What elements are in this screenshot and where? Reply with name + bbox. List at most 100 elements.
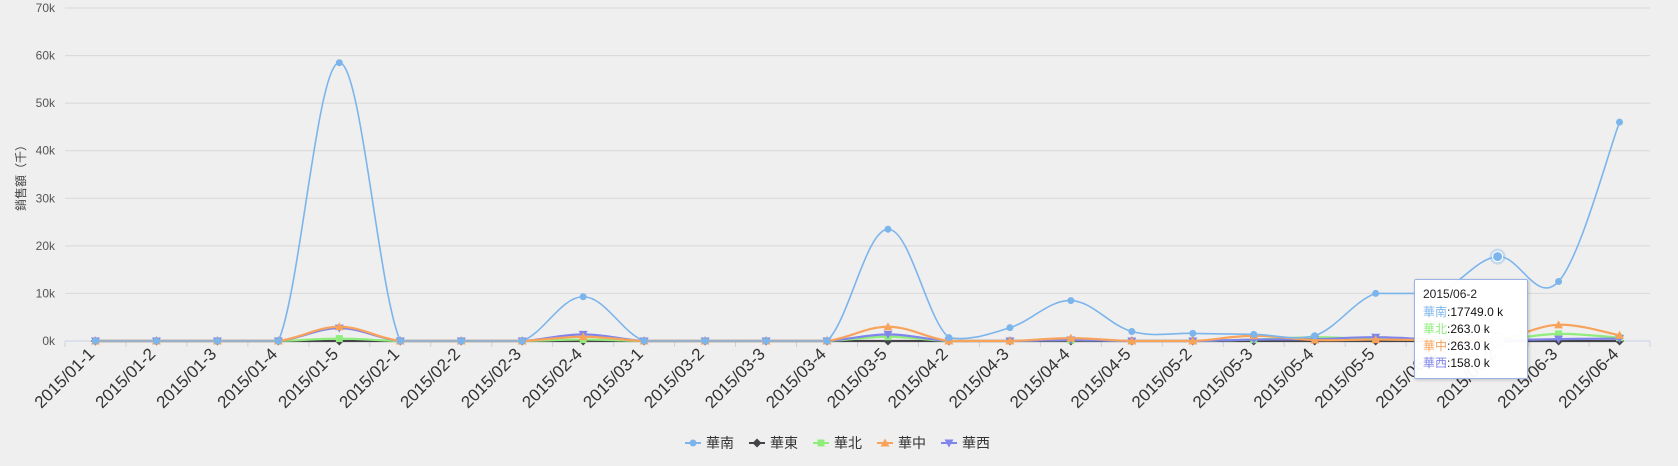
legend-1-point[interactable] [752, 438, 762, 448]
series-0-point[interactable] [335, 59, 343, 67]
hover-point[interactable] [1492, 251, 1504, 263]
series-0-point[interactable] [91, 337, 99, 345]
legend-label: 華北 [834, 435, 862, 451]
series-3-point[interactable] [1615, 330, 1625, 339]
series-0-point[interactable] [823, 337, 831, 345]
series-3-point[interactable] [1371, 335, 1381, 344]
tooltip-value: 263.0 k [1450, 339, 1490, 353]
tooltip-row-huabei: 華北:263.0 k [1423, 322, 1490, 336]
x-tick-label: 2015/06-4 [1555, 344, 1623, 412]
series-0-point[interactable] [1250, 330, 1258, 338]
x-tick-label: 2015/05-3 [1189, 344, 1257, 412]
series-3-point[interactable] [1127, 336, 1137, 345]
series-4-point[interactable] [1554, 335, 1564, 344]
x-tick-label: 2015/02-3 [457, 344, 525, 412]
series-2-point[interactable] [335, 335, 343, 343]
legend-4-point[interactable] [944, 439, 954, 448]
legend-label: 華西 [962, 435, 990, 451]
series-0-point[interactable] [213, 337, 221, 345]
series-0-point[interactable] [640, 337, 648, 345]
series-0-point[interactable] [1616, 118, 1624, 126]
x-tick-label: 2015/01-1 [31, 344, 99, 412]
x-tick-label: 2015/02-4 [518, 344, 586, 412]
x-tick-label: 2015/03-1 [579, 344, 647, 412]
series-3-line [95, 323, 1620, 343]
tooltip-series-name: 華西 [1423, 356, 1448, 370]
x-tick-label: 2015/01-2 [92, 344, 160, 412]
x-tick-label: 2015/04-5 [1067, 344, 1135, 412]
tooltip-value: 17749.0 k [1450, 305, 1504, 319]
x-tick-label: 2015/05-2 [1128, 344, 1196, 412]
series-0-point[interactable] [579, 293, 587, 301]
tooltip-row-huanan: 華南:17749.0 k [1423, 305, 1504, 319]
tooltip-value: 158.0 k [1450, 356, 1490, 370]
x-tick-label: 2015/04-4 [1006, 344, 1074, 412]
series-0-point[interactable] [152, 337, 160, 345]
series-3-point[interactable] [1005, 336, 1015, 345]
legend-item-3[interactable]: 華中 [877, 435, 926, 451]
legend-label: 華中 [898, 435, 926, 451]
series-0-point[interactable] [1555, 278, 1563, 286]
series-0-point[interactable] [518, 337, 526, 345]
series-0-point[interactable] [1311, 332, 1319, 340]
series-0-point[interactable] [762, 337, 770, 345]
series-0-point[interactable] [945, 334, 953, 342]
legend-item-1[interactable]: 華東 [749, 435, 798, 451]
legend-3-point[interactable] [880, 438, 890, 447]
series-0-point[interactable] [274, 337, 282, 345]
legend-item-4[interactable]: 華西 [941, 435, 990, 451]
legend-item-0[interactable]: 華南 [685, 435, 734, 451]
series-0-point[interactable] [1128, 327, 1136, 335]
y-tick-label: 50k [36, 96, 56, 110]
series-4-point[interactable] [883, 330, 893, 339]
series-0-point[interactable] [884, 225, 892, 233]
x-tick-label: 2015/01-4 [214, 344, 282, 412]
series-0-point[interactable] [1067, 297, 1075, 305]
y-tick-label: 20k [36, 239, 56, 253]
series-0-point[interactable] [457, 337, 465, 345]
x-tick-label: 2015/02-2 [396, 344, 464, 412]
series-0-point[interactable] [1006, 324, 1014, 332]
series-2-point[interactable] [1555, 330, 1563, 338]
y-tick-label: 40k [36, 144, 56, 158]
series-3-point[interactable] [334, 322, 344, 331]
grid-lines [65, 7, 1650, 342]
series-3-point[interactable] [1310, 335, 1320, 344]
x-axis: 2015/01-12015/01-22015/01-32015/01-42015… [31, 341, 1651, 412]
y-tick-label: 60k [36, 49, 56, 63]
series-3-point[interactable] [1066, 333, 1076, 342]
series-3-point[interactable] [883, 322, 893, 331]
tooltip-row-huaxi: 華西:158.0 k [1423, 356, 1490, 370]
x-tick-label: 2015/03-5 [823, 344, 891, 412]
y-tick-label: 30k [36, 191, 56, 205]
y-tick-label: 10k [36, 286, 56, 300]
x-tick-label: 2015/01-5 [275, 344, 343, 412]
legend-label: 華南 [706, 435, 734, 451]
series-0-point[interactable] [1189, 329, 1197, 337]
series-0-point[interactable] [1372, 289, 1380, 297]
legend-label: 華東 [770, 435, 798, 451]
series-3-point[interactable] [1554, 320, 1564, 329]
series-3-point[interactable] [1188, 336, 1198, 345]
legend-item-2[interactable]: 華北 [813, 435, 862, 451]
y-axis: 0k 10k 20k 30k 40k 50k 60k 70k [36, 1, 56, 348]
legend[interactable]: 華南 華東 華北 華中 華西 [685, 435, 990, 451]
tooltip-value: 263.0 k [1450, 322, 1490, 336]
series-0-group [91, 59, 1624, 345]
tooltip-series-name: 華北 [1423, 322, 1448, 336]
legend-0-point[interactable] [689, 439, 697, 447]
y-tick-label: 0k [42, 334, 56, 348]
x-tick-label: 2015/03-3 [701, 344, 769, 412]
x-tick-label: 2015/05-5 [1311, 344, 1379, 412]
tooltip-series-name: 華南 [1423, 305, 1448, 319]
series-0-line [95, 61, 1621, 342]
tooltip-row-huazhong: 華中:263.0 k [1423, 339, 1490, 353]
series-0-point[interactable] [701, 337, 709, 345]
legend-2-point[interactable] [817, 439, 825, 447]
series-layer [90, 59, 1625, 348]
x-tick-label: 2015/03-4 [762, 344, 830, 412]
series-0-point[interactable] [396, 337, 404, 345]
series-3-point[interactable] [578, 332, 588, 341]
